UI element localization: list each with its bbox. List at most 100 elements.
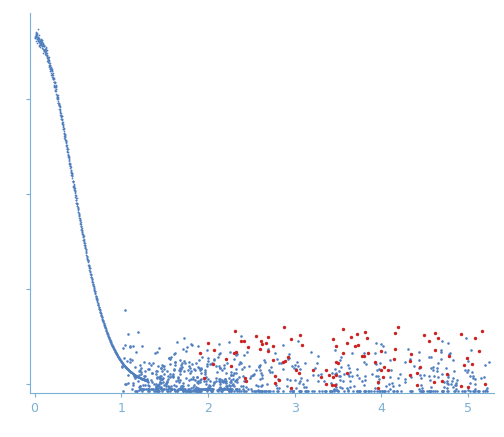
Point xyxy=(417,375,425,382)
Point xyxy=(107,340,115,347)
Point xyxy=(142,376,150,383)
Point xyxy=(194,380,202,387)
Point xyxy=(109,343,117,350)
Point xyxy=(45,59,53,66)
Point xyxy=(199,385,207,392)
Point xyxy=(134,373,142,380)
Point xyxy=(51,83,59,90)
Point xyxy=(434,334,442,341)
Point xyxy=(113,352,121,359)
Point xyxy=(326,388,334,395)
Point xyxy=(38,39,46,46)
Point xyxy=(131,375,139,382)
Point xyxy=(141,367,149,374)
Point xyxy=(143,377,151,384)
Point xyxy=(328,370,336,377)
Point xyxy=(235,361,243,368)
Point xyxy=(138,375,146,382)
Point xyxy=(223,385,231,392)
Point xyxy=(463,368,471,375)
Point xyxy=(178,385,186,392)
Point xyxy=(41,49,49,55)
Point xyxy=(208,360,216,367)
Point xyxy=(68,170,76,177)
Point xyxy=(34,38,42,45)
Point xyxy=(159,362,167,369)
Point xyxy=(83,253,91,260)
Point xyxy=(157,375,165,382)
Point xyxy=(75,210,83,217)
Point xyxy=(130,371,138,378)
Point xyxy=(202,374,210,381)
Point xyxy=(138,388,146,395)
Point xyxy=(178,385,186,392)
Point xyxy=(138,375,146,382)
Point xyxy=(33,40,41,47)
Point xyxy=(187,341,195,348)
Point xyxy=(140,376,148,383)
Point xyxy=(264,333,272,340)
Point xyxy=(71,189,79,196)
Point xyxy=(318,388,326,395)
Point xyxy=(274,376,282,383)
Point xyxy=(72,194,80,201)
Point xyxy=(92,294,100,301)
Point xyxy=(221,375,229,382)
Point xyxy=(70,182,78,189)
Point xyxy=(240,388,248,395)
Point xyxy=(141,376,149,383)
Point xyxy=(180,335,188,342)
Point xyxy=(120,363,129,370)
Point xyxy=(335,368,343,375)
Point xyxy=(216,350,224,357)
Point xyxy=(230,370,238,377)
Point xyxy=(186,385,195,392)
Point xyxy=(82,249,90,256)
Point xyxy=(205,381,213,388)
Point xyxy=(180,358,188,365)
Point xyxy=(175,376,183,383)
Point xyxy=(135,374,143,381)
Point xyxy=(196,367,204,374)
Point xyxy=(452,388,460,395)
Point xyxy=(105,335,113,342)
Point xyxy=(40,47,48,54)
Point xyxy=(333,387,341,394)
Point xyxy=(94,302,102,309)
Point xyxy=(483,388,491,395)
Point xyxy=(114,354,122,361)
Point xyxy=(102,328,110,335)
Point xyxy=(331,371,339,378)
Point xyxy=(223,384,231,391)
Point xyxy=(216,381,224,388)
Point xyxy=(197,366,205,373)
Point xyxy=(129,370,137,377)
Point xyxy=(142,377,150,384)
Point xyxy=(203,385,211,392)
Point xyxy=(479,388,487,395)
Point xyxy=(353,331,361,338)
Point xyxy=(84,258,92,265)
Point xyxy=(174,374,182,381)
Point xyxy=(386,385,394,392)
Point xyxy=(160,382,168,388)
Point xyxy=(330,385,338,392)
Point xyxy=(134,373,142,380)
Point xyxy=(449,375,457,382)
Point xyxy=(118,360,127,367)
Point xyxy=(43,53,51,60)
Point xyxy=(46,62,54,69)
Point xyxy=(41,45,49,52)
Point xyxy=(174,375,182,382)
Point xyxy=(78,227,86,234)
Point xyxy=(79,233,87,240)
Point xyxy=(41,50,49,57)
Point xyxy=(48,68,56,75)
Point xyxy=(156,385,164,392)
Point xyxy=(343,384,351,391)
Point xyxy=(90,284,98,291)
Point xyxy=(157,380,165,387)
Point xyxy=(91,290,99,297)
Point xyxy=(425,353,433,360)
Point xyxy=(216,384,224,391)
